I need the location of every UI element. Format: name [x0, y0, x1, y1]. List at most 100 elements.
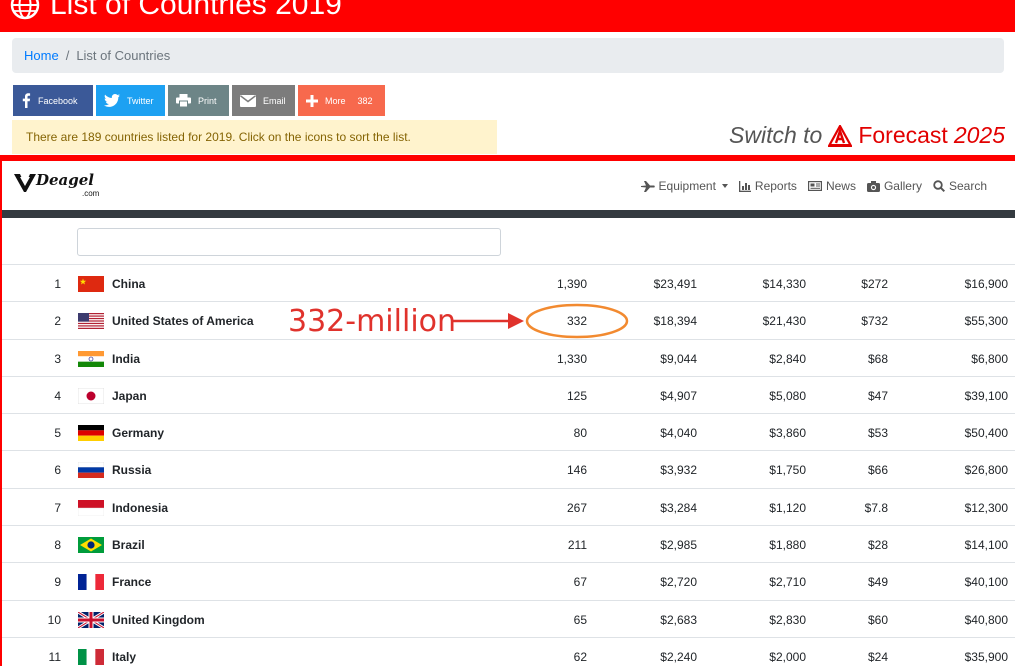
- per-capita-cell: $28: [867, 538, 888, 553]
- rank-cell: 5: [54, 426, 61, 441]
- population-cell: 125: [566, 388, 587, 403]
- info-alert: There are 189 countries listed for 2019.…: [12, 120, 497, 154]
- country-name-cell[interactable]: Brazil: [112, 538, 145, 553]
- chevron-down-icon: [721, 184, 728, 188]
- population-cell: 1,330: [556, 351, 587, 366]
- budget-cell: $1,120: [769, 500, 806, 515]
- flag-ru-icon: [77, 462, 105, 479]
- deagel-logo-icon: [14, 174, 36, 192]
- table-row: 8 Brazil 211 $2,985 $1,880 $28 $14,100: [2, 525, 1015, 562]
- plane-icon: [640, 180, 655, 192]
- country-name-cell[interactable]: Japan: [112, 388, 147, 403]
- search-icon: [933, 180, 945, 192]
- rank-cell: 4: [54, 388, 61, 403]
- country-name-cell[interactable]: Russia: [112, 463, 152, 478]
- income-cell: $14,100: [964, 538, 1008, 553]
- forecast-switch-text: Switch to: [729, 122, 823, 148]
- rank-cell: 3: [54, 351, 61, 366]
- flag-it-icon: [78, 648, 104, 665]
- flag-br-icon: [78, 537, 104, 554]
- twitter-icon: [104, 94, 120, 107]
- country-name-cell[interactable]: Indonesia: [112, 500, 169, 515]
- breadcrumb-current: List of Countries: [76, 48, 171, 63]
- gdp-cell: $4,907: [660, 388, 697, 403]
- table-row: 6 Russia 146 $3,932 $1,750 $66 $26,800: [2, 450, 1015, 487]
- budget-cell: $21,430: [762, 314, 806, 329]
- info-text: There are 189 countries listed for 2019.…: [26, 130, 411, 144]
- country-filter-input[interactable]: [77, 228, 501, 256]
- globe-icon: [10, 0, 40, 20]
- facebook-icon: [22, 93, 31, 108]
- flag-us-icon: [78, 313, 104, 330]
- country-name-cell[interactable]: Germany: [112, 426, 165, 441]
- deagel-logo-word: Deagel: [36, 171, 95, 189]
- page-title-wrap: List of Countries 2019: [10, 0, 342, 22]
- share-email-label: Email: [263, 95, 286, 106]
- nav-news[interactable]: News: [807, 179, 856, 193]
- income-cell: $6,800: [971, 351, 1008, 366]
- annotation-label: 332-million: [288, 304, 457, 339]
- nav-search-label: Search: [948, 179, 987, 193]
- population-cell: 146: [566, 463, 587, 478]
- income-cell: $39,100: [964, 388, 1008, 403]
- table-row: 3 India 1,330 $9,044 $2,840 $68 $6,800: [2, 338, 1015, 376]
- share-facebook-button[interactable]: Facebook: [13, 85, 93, 116]
- nav-gallery[interactable]: Gallery: [866, 179, 922, 193]
- gdp-cell: $2,240: [660, 649, 697, 664]
- nav-equipment[interactable]: Equipment: [640, 179, 728, 193]
- country-name-cell[interactable]: United States of America: [112, 314, 254, 329]
- budget-cell: $5,080: [769, 388, 806, 403]
- per-capita-cell: $60: [867, 612, 888, 627]
- country-name-cell[interactable]: United Kingdom: [112, 612, 205, 627]
- share-print-button[interactable]: Print: [168, 85, 229, 116]
- share-email-button[interactable]: Email: [232, 85, 295, 116]
- nav-news-label: News: [825, 179, 856, 193]
- gdp-cell: $2,985: [660, 538, 697, 553]
- table-row: 5 Germany 80 $4,040 $3,860 $53 $50,400: [2, 413, 1015, 450]
- flag-cn-icon: [78, 276, 104, 292]
- population-cell: 65: [573, 612, 587, 627]
- nav-search[interactable]: Search: [933, 179, 987, 193]
- income-cell: $55,300: [964, 314, 1008, 329]
- share-count: 382: [357, 95, 373, 106]
- share-facebook-label: Facebook: [38, 95, 78, 106]
- share-more-label: More: [325, 95, 346, 106]
- share-more-button[interactable]: More 382: [298, 85, 385, 116]
- countries-table: 1 China 1,390 $23,491 $14,330 $272 $16,900 2 Uni…: [2, 264, 1015, 666]
- deagel-logo[interactable]: Deagel .com: [14, 171, 99, 198]
- share-bar: Facebook Twitter Print Email More 382: [13, 85, 385, 116]
- rank-cell: 11: [48, 649, 61, 664]
- gdp-cell: $2,720: [660, 575, 697, 590]
- budget-cell: $2,830: [769, 612, 806, 627]
- population-cell: 332: [566, 314, 587, 329]
- per-capita-cell: $53: [867, 426, 888, 441]
- budget-cell: $3,860: [769, 426, 806, 441]
- breadcrumb-home-link[interactable]: Home: [24, 48, 59, 63]
- forecast-switch-link[interactable]: Switch to Forecast 2025: [729, 122, 1005, 149]
- budget-cell: $1,750: [769, 463, 806, 478]
- budget-cell: $2,000: [769, 649, 806, 664]
- breadcrumb: Home / List of Countries: [12, 38, 1004, 73]
- table-row: 7 Indonesia 267 $3,284 $1,120 $7.8 $12,300: [2, 487, 1015, 525]
- country-name-cell[interactable]: India: [112, 351, 141, 366]
- share-print-label: Print: [198, 95, 217, 106]
- country-name-cell[interactable]: France: [112, 575, 152, 590]
- flag-fr-icon: [78, 574, 104, 591]
- income-cell: $35,900: [964, 649, 1008, 664]
- flag-jp-icon: [77, 387, 105, 405]
- country-name-cell[interactable]: Italy: [112, 649, 137, 664]
- table-row: 11 Italy 62 $2,240 $2,000 $24 $35,900: [2, 636, 1015, 666]
- nav-reports-label: Reports: [754, 179, 797, 193]
- share-twitter-button[interactable]: Twitter: [96, 85, 165, 116]
- flag-de-icon: [78, 425, 104, 442]
- rank-cell: 2: [54, 314, 61, 329]
- navbar-bottom-border: [2, 210, 1015, 218]
- country-name-cell[interactable]: China: [112, 277, 146, 291]
- per-capita-cell: $47: [867, 388, 888, 403]
- income-cell: $16,900: [964, 277, 1008, 291]
- gdp-cell: $23,491: [653, 277, 697, 291]
- nav-reports[interactable]: Reports: [738, 179, 797, 193]
- per-capita-cell: $24: [867, 649, 888, 664]
- page-header: List of Countries 2019: [0, 0, 1015, 32]
- per-capita-cell: $68: [867, 351, 888, 366]
